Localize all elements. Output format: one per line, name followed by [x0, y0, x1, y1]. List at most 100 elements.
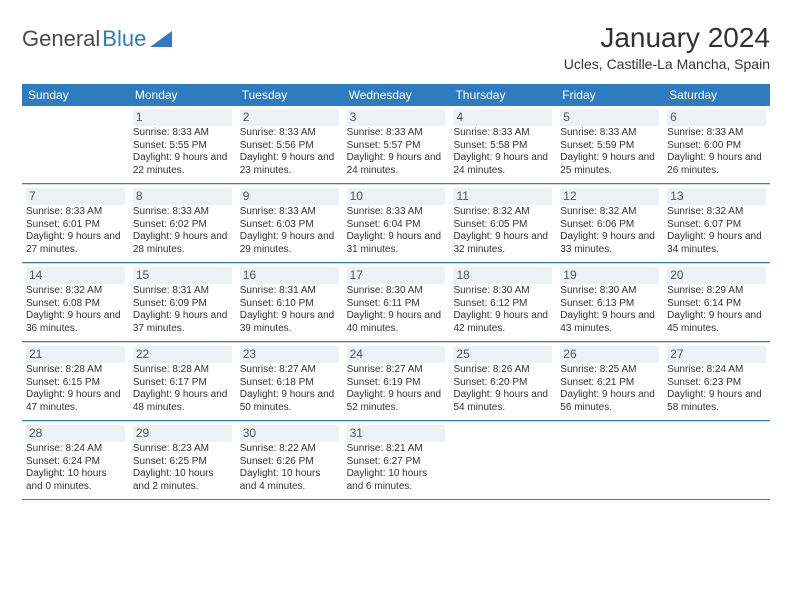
sunset-text: Sunset: 6:07 PM	[667, 219, 766, 232]
sunrise-text: Sunrise: 8:33 AM	[240, 127, 339, 140]
sunrise-text: Sunrise: 8:32 AM	[453, 206, 552, 219]
daylight-text: Daylight: 9 hours and 54 minutes.	[453, 389, 552, 414]
daylight-text: Daylight: 9 hours and 37 minutes.	[133, 310, 232, 335]
day-number: 30	[240, 425, 339, 442]
sunset-text: Sunset: 5:56 PM	[240, 140, 339, 153]
sunrise-text: Sunrise: 8:31 AM	[240, 285, 339, 298]
sunset-text: Sunset: 6:03 PM	[240, 219, 339, 232]
day-cell: 6Sunrise: 8:33 AMSunset: 6:00 PMDaylight…	[663, 106, 770, 183]
daylight-text: Daylight: 10 hours and 4 minutes.	[240, 468, 339, 493]
day-number: 15	[133, 267, 232, 284]
sunrise-text: Sunrise: 8:26 AM	[453, 364, 552, 377]
sunrise-text: Sunrise: 8:33 AM	[453, 127, 552, 140]
sunset-text: Sunset: 5:55 PM	[133, 140, 232, 153]
daylight-text: Daylight: 9 hours and 24 minutes.	[347, 152, 446, 177]
sunset-text: Sunset: 6:25 PM	[133, 456, 232, 469]
sunset-text: Sunset: 6:14 PM	[667, 298, 766, 311]
sunrise-text: Sunrise: 8:33 AM	[560, 127, 659, 140]
sunrise-text: Sunrise: 8:33 AM	[667, 127, 766, 140]
daylight-text: Daylight: 9 hours and 26 minutes.	[667, 152, 766, 177]
sunset-text: Sunset: 6:00 PM	[667, 140, 766, 153]
day-cell: 17Sunrise: 8:30 AMSunset: 6:11 PMDayligh…	[343, 263, 450, 341]
daylight-text: Daylight: 9 hours and 58 minutes.	[667, 389, 766, 414]
sunrise-text: Sunrise: 8:33 AM	[240, 206, 339, 219]
day-cell: 13Sunrise: 8:32 AMSunset: 6:07 PMDayligh…	[663, 184, 770, 262]
sunset-text: Sunset: 6:02 PM	[133, 219, 232, 232]
sunrise-text: Sunrise: 8:32 AM	[26, 285, 125, 298]
day-cell: 12Sunrise: 8:32 AMSunset: 6:06 PMDayligh…	[556, 184, 663, 262]
sunrise-text: Sunrise: 8:23 AM	[133, 443, 232, 456]
day-number: 18	[453, 267, 552, 284]
sunrise-text: Sunrise: 8:30 AM	[347, 285, 446, 298]
sunset-text: Sunset: 6:13 PM	[560, 298, 659, 311]
day-cell: 25Sunrise: 8:26 AMSunset: 6:20 PMDayligh…	[449, 342, 556, 420]
daylight-text: Daylight: 9 hours and 50 minutes.	[240, 389, 339, 414]
daylight-text: Daylight: 9 hours and 36 minutes.	[26, 310, 125, 335]
daylight-text: Daylight: 9 hours and 52 minutes.	[347, 389, 446, 414]
day-number: 8	[133, 188, 232, 205]
week-row: 21Sunrise: 8:28 AMSunset: 6:15 PMDayligh…	[22, 342, 770, 421]
day-cell: 24Sunrise: 8:27 AMSunset: 6:19 PMDayligh…	[343, 342, 450, 420]
day-cell: 3Sunrise: 8:33 AMSunset: 5:57 PMDaylight…	[343, 106, 450, 183]
sunset-text: Sunset: 6:27 PM	[347, 456, 446, 469]
day-cell: 2Sunrise: 8:33 AMSunset: 5:56 PMDaylight…	[236, 106, 343, 183]
day-cell: 29Sunrise: 8:23 AMSunset: 6:25 PMDayligh…	[129, 421, 236, 499]
day-cell: 19Sunrise: 8:30 AMSunset: 6:13 PMDayligh…	[556, 263, 663, 341]
sunset-text: Sunset: 6:20 PM	[453, 377, 552, 390]
calendar-page: GeneralBlue January 2024 Ucles, Castille…	[0, 0, 792, 500]
day-number: 9	[240, 188, 339, 205]
sunset-text: Sunset: 5:58 PM	[453, 140, 552, 153]
day-number: 20	[667, 267, 766, 284]
day-cell: 15Sunrise: 8:31 AMSunset: 6:09 PMDayligh…	[129, 263, 236, 341]
weeks-container: 1Sunrise: 8:33 AMSunset: 5:55 PMDaylight…	[22, 106, 770, 500]
day-number: 11	[453, 188, 552, 205]
day-cell	[22, 106, 129, 183]
sunset-text: Sunset: 6:18 PM	[240, 377, 339, 390]
day-cell	[556, 421, 663, 499]
daylight-text: Daylight: 9 hours and 45 minutes.	[667, 310, 766, 335]
sunrise-text: Sunrise: 8:33 AM	[26, 206, 125, 219]
week-row: 7Sunrise: 8:33 AMSunset: 6:01 PMDaylight…	[22, 184, 770, 263]
daylight-text: Daylight: 9 hours and 48 minutes.	[133, 389, 232, 414]
daylight-text: Daylight: 9 hours and 43 minutes.	[560, 310, 659, 335]
sunset-text: Sunset: 6:04 PM	[347, 219, 446, 232]
sunset-text: Sunset: 6:21 PM	[560, 377, 659, 390]
sunset-text: Sunset: 6:17 PM	[133, 377, 232, 390]
daylight-text: Daylight: 9 hours and 23 minutes.	[240, 152, 339, 177]
sunrise-text: Sunrise: 8:32 AM	[667, 206, 766, 219]
sunrise-text: Sunrise: 8:27 AM	[240, 364, 339, 377]
sunset-text: Sunset: 6:10 PM	[240, 298, 339, 311]
sunset-text: Sunset: 5:57 PM	[347, 140, 446, 153]
day-cell: 4Sunrise: 8:33 AMSunset: 5:58 PMDaylight…	[449, 106, 556, 183]
sunset-text: Sunset: 6:11 PM	[347, 298, 446, 311]
day-number: 31	[347, 425, 446, 442]
day-number: 23	[240, 346, 339, 363]
day-cell: 22Sunrise: 8:28 AMSunset: 6:17 PMDayligh…	[129, 342, 236, 420]
day-cell: 26Sunrise: 8:25 AMSunset: 6:21 PMDayligh…	[556, 342, 663, 420]
day-number: 10	[347, 188, 446, 205]
sunrise-text: Sunrise: 8:28 AM	[26, 364, 125, 377]
sunrise-text: Sunrise: 8:27 AM	[347, 364, 446, 377]
logo-triangle-icon	[150, 31, 172, 47]
sunset-text: Sunset: 5:59 PM	[560, 140, 659, 153]
sunrise-text: Sunrise: 8:24 AM	[26, 443, 125, 456]
day-cell: 7Sunrise: 8:33 AMSunset: 6:01 PMDaylight…	[22, 184, 129, 262]
day-number: 25	[453, 346, 552, 363]
sunrise-text: Sunrise: 8:22 AM	[240, 443, 339, 456]
daylight-text: Daylight: 9 hours and 28 minutes.	[133, 231, 232, 256]
daylight-text: Daylight: 9 hours and 24 minutes.	[453, 152, 552, 177]
weekday-header: Monday	[129, 84, 236, 106]
logo-text-a: General	[22, 26, 100, 52]
day-cell: 16Sunrise: 8:31 AMSunset: 6:10 PMDayligh…	[236, 263, 343, 341]
sunrise-text: Sunrise: 8:33 AM	[133, 127, 232, 140]
weekday-header: Wednesday	[343, 84, 450, 106]
sunrise-text: Sunrise: 8:33 AM	[347, 127, 446, 140]
daylight-text: Daylight: 9 hours and 27 minutes.	[26, 231, 125, 256]
day-cell: 11Sunrise: 8:32 AMSunset: 6:05 PMDayligh…	[449, 184, 556, 262]
day-cell: 31Sunrise: 8:21 AMSunset: 6:27 PMDayligh…	[343, 421, 450, 499]
daylight-text: Daylight: 10 hours and 6 minutes.	[347, 468, 446, 493]
day-number: 16	[240, 267, 339, 284]
daylight-text: Daylight: 9 hours and 33 minutes.	[560, 231, 659, 256]
week-row: 1Sunrise: 8:33 AMSunset: 5:55 PMDaylight…	[22, 106, 770, 184]
week-row: 14Sunrise: 8:32 AMSunset: 6:08 PMDayligh…	[22, 263, 770, 342]
